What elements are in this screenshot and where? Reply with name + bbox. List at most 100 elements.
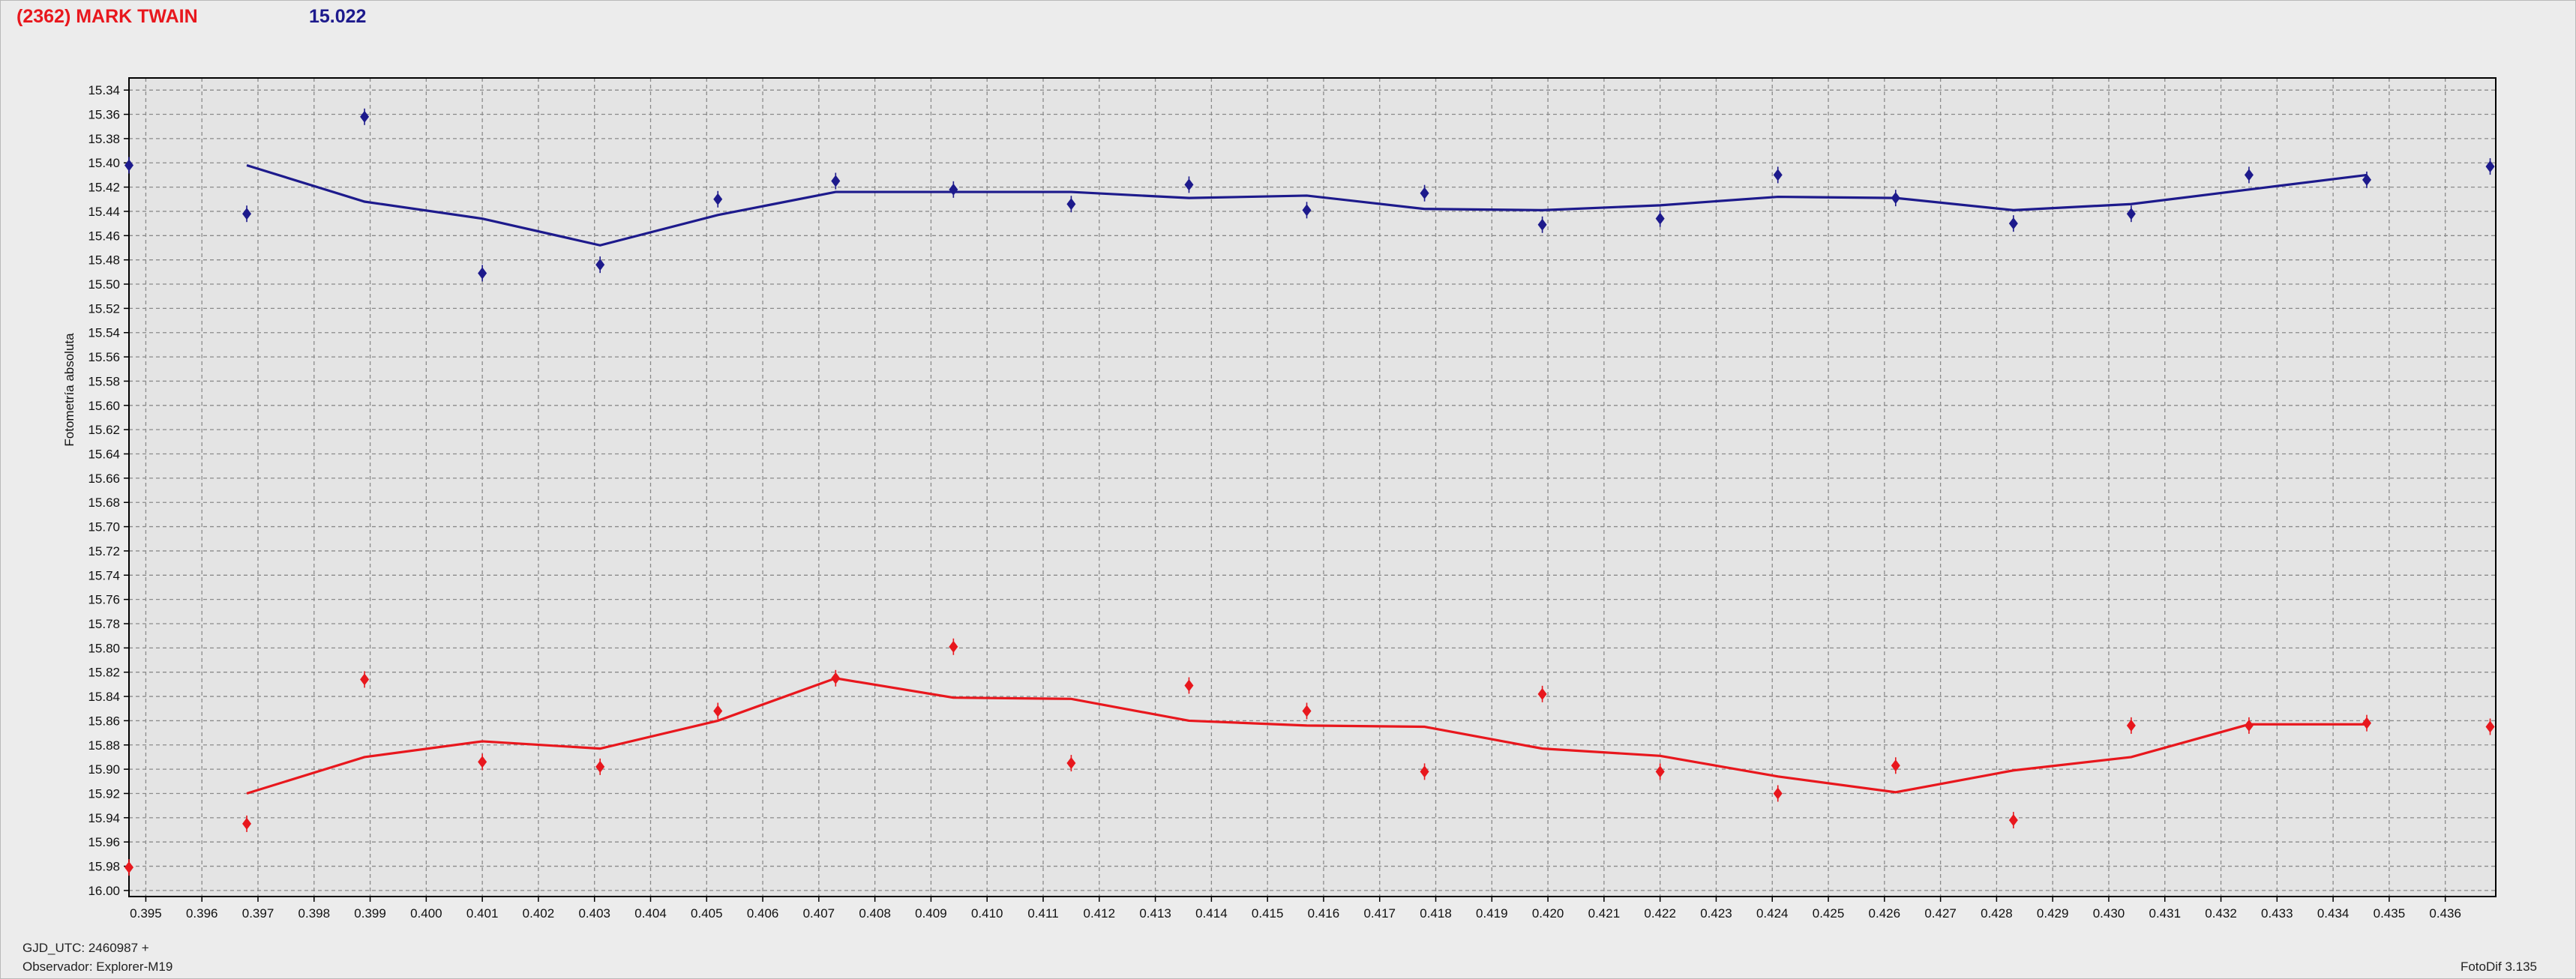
y-tick-label: 15.88 — [88, 738, 120, 753]
x-tick-label: 0.415 — [1252, 906, 1284, 921]
data-point-blue — [124, 159, 133, 172]
version-label: FotoDif 3.135 — [2460, 960, 2537, 974]
x-tick-label: 0.431 — [2149, 906, 2181, 921]
x-tick-label: 0.427 — [1924, 906, 1957, 921]
x-tick-label: 0.426 — [1869, 906, 1901, 921]
data-point-red — [1302, 705, 1312, 717]
x-tick-label: 0.416 — [1308, 906, 1340, 921]
series-line-blue — [246, 163, 2368, 247]
data-point-red — [831, 672, 841, 684]
x-tick-label: 0.395 — [130, 906, 162, 921]
data-point-red — [713, 705, 723, 717]
data-point-red — [2008, 814, 2018, 827]
x-tick-label: 0.422 — [1644, 906, 1676, 921]
x-tick-label: 0.402 — [523, 906, 555, 921]
observer-label: Observador: Explorer-M19 — [22, 960, 173, 974]
data-point-red — [1891, 759, 1900, 772]
y-tick-label: 15.86 — [88, 714, 120, 728]
x-tick-label: 0.411 — [1027, 906, 1058, 921]
data-point-blue — [2244, 169, 2254, 181]
x-tick-label: 0.423 — [1700, 906, 1732, 921]
y-tick-label: 15.94 — [88, 811, 120, 825]
data-point-blue — [478, 267, 487, 280]
data-point-blue — [1420, 187, 1429, 199]
magnitude-value: 15.022 — [309, 6, 367, 27]
y-tick-label: 15.46 — [88, 229, 120, 243]
data-point-blue — [1537, 218, 1547, 231]
y-tick-label: 15.60 — [88, 399, 120, 413]
y-tick-label: 15.82 — [88, 666, 120, 680]
data-point-red — [478, 756, 487, 768]
x-tick-label: 0.421 — [1588, 906, 1621, 921]
x-tick-label: 0.396 — [186, 906, 218, 921]
data-point-red — [1773, 787, 1783, 800]
y-tick-label: 15.78 — [88, 617, 120, 631]
data-point-red — [949, 640, 958, 653]
x-tick-label: 0.410 — [971, 906, 1003, 921]
y-tick-label: 15.38 — [88, 132, 120, 146]
x-tick-label: 0.401 — [466, 906, 499, 921]
x-tick-label: 0.407 — [803, 906, 835, 921]
y-tick-label: 15.50 — [88, 277, 120, 292]
data-point-blue — [360, 110, 370, 123]
data-point-red — [2244, 719, 2254, 732]
data-point-red — [242, 817, 252, 830]
x-tick-label: 0.433 — [2261, 906, 2293, 921]
x-tick-label: 0.397 — [242, 906, 274, 921]
y-tick-label: 15.44 — [88, 205, 120, 219]
data-point-blue — [595, 259, 605, 271]
y-tick-label: 15.72 — [88, 544, 120, 558]
y-tick-label: 15.66 — [88, 472, 120, 486]
y-tick-label: 15.84 — [88, 690, 120, 704]
data-point-blue — [2362, 173, 2371, 186]
x-tick-label: 0.413 — [1139, 906, 1171, 921]
y-tick-label: 15.62 — [88, 423, 120, 437]
y-tick-label: 15.34 — [88, 83, 120, 97]
data-point-red — [2126, 719, 2136, 732]
data-point-red — [1066, 757, 1076, 770]
y-tick-label: 15.48 — [88, 253, 120, 268]
x-tick-label: 0.429 — [2037, 906, 2069, 921]
photometry-chart: 0.395 0.396 0.397 0.398 0.399 0.400 0.401 0.402… — [62, 77, 2497, 921]
y-tick-label: 15.68 — [88, 495, 120, 510]
data-point-blue — [831, 175, 841, 187]
plot-border — [128, 77, 2497, 897]
data-point-blue — [1891, 192, 1900, 205]
x-tick-label: 0.403 — [578, 906, 610, 921]
x-tick-label: 0.414 — [1195, 906, 1228, 921]
gjd-label: GJD_UTC: 2460987 + — [22, 941, 149, 955]
x-tick-label: 0.418 — [1420, 906, 1452, 921]
x-tick-label: 0.436 — [2429, 906, 2461, 921]
data-point-red — [360, 673, 370, 686]
x-tick-label: 0.424 — [1756, 906, 1789, 921]
y-tick-label: 15.98 — [88, 860, 120, 874]
x-tick-label: 0.432 — [2205, 906, 2237, 921]
y-tick-label: 15.42 — [88, 181, 120, 195]
x-tick-label: 0.406 — [747, 906, 779, 921]
data-point-blue — [1773, 169, 1783, 181]
y-tick-label: 15.56 — [88, 350, 120, 364]
data-point-blue — [242, 208, 252, 220]
x-tick-label: 0.398 — [298, 906, 331, 921]
x-tick-label: 0.400 — [410, 906, 442, 921]
x-tick-label: 0.405 — [691, 906, 723, 921]
data-point-blue — [1302, 204, 1312, 217]
y-tick-label: 15.64 — [88, 448, 120, 462]
plot-area — [129, 78, 2496, 897]
x-tick-label: 0.399 — [354, 906, 386, 921]
y-axis-title: Fotometría absoluta — [62, 333, 76, 447]
x-tick-label: 0.417 — [1363, 906, 1396, 921]
x-tick-label: 0.428 — [1981, 906, 2013, 921]
data-point-blue — [713, 193, 723, 205]
x-tick-label: 0.435 — [2374, 906, 2406, 921]
x-tick-label: 0.425 — [1813, 906, 1845, 921]
data-point-blue — [1184, 178, 1194, 191]
y-tick-label: 15.52 — [88, 301, 120, 316]
data-point-red — [1184, 679, 1194, 692]
data-point-red — [1420, 765, 1429, 778]
x-tick-label: 0.404 — [634, 906, 667, 921]
x-tick-label: 0.408 — [859, 906, 891, 921]
data-point-blue — [2126, 208, 2136, 220]
y-tick-label: 15.74 — [88, 568, 120, 582]
data-point-blue — [2008, 217, 2018, 230]
